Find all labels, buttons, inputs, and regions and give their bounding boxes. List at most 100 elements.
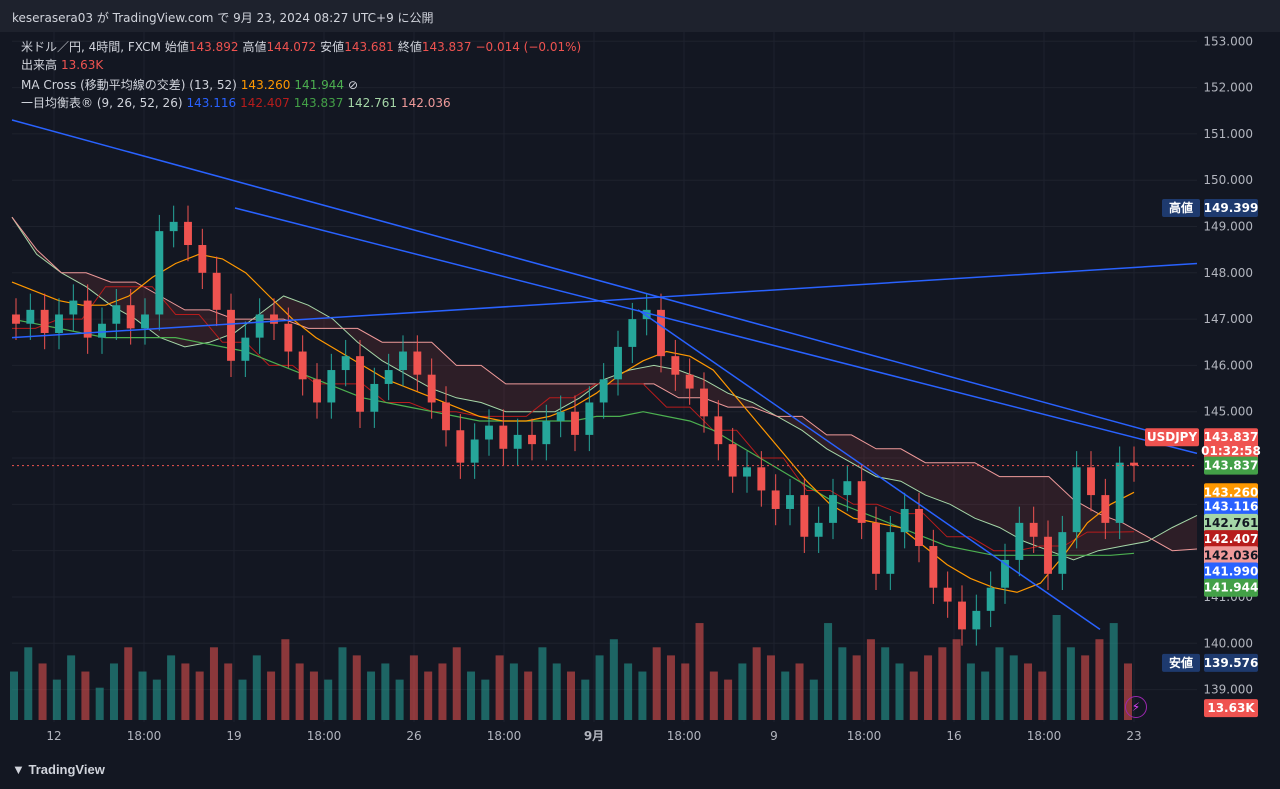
- tradingview-logo[interactable]: ▼ TradingView: [12, 762, 105, 777]
- y-tick-label: 146.000: [1203, 358, 1253, 372]
- countdown-tag: 01:32:58: [1201, 444, 1261, 458]
- volume-bar: [795, 663, 804, 720]
- volume-bar: [609, 639, 618, 720]
- volume-bar: [1066, 647, 1075, 720]
- candle-body: [1058, 532, 1067, 574]
- low-label-tag: 安値: [1169, 655, 1193, 670]
- candle-body: [671, 356, 680, 375]
- candle-body: [370, 383, 379, 412]
- candle-body: [972, 610, 981, 630]
- volume-bar: [267, 671, 276, 720]
- x-tick-label: 12: [46, 729, 61, 743]
- volume-bar: [295, 663, 304, 720]
- trendlines: [11, 119, 1198, 630]
- volume-bar: [224, 663, 233, 720]
- volume-bar: [595, 655, 604, 720]
- legend-ichimoku[interactable]: 一目均衡表® (9, 26, 52, 26) 143.116 142.407 143.…: [21, 94, 455, 111]
- x-tick-label: 18:00: [667, 729, 702, 743]
- grid: [12, 32, 1197, 722]
- volume-bar: [409, 655, 418, 720]
- lightning-icon[interactable]: ⚡: [1125, 696, 1147, 718]
- candle-body: [757, 467, 766, 491]
- volume-bar: [81, 671, 90, 720]
- ma-slow-line: [11, 318, 1135, 556]
- legend-high-label: 高値: [242, 40, 267, 54]
- volume-bar: [352, 655, 361, 720]
- volume-bar: [109, 663, 118, 720]
- legend-ma-cross[interactable]: MA Cross (移動平均線の交差) (13, 52) 143.260 141.9…: [21, 76, 362, 93]
- legend-low: 143.681: [344, 40, 394, 54]
- candle-body: [270, 314, 278, 324]
- candle-body: [198, 245, 207, 273]
- span-b-tag-box: [1204, 546, 1258, 565]
- legend-open: 143.892: [188, 40, 239, 54]
- candle-body: [986, 587, 995, 611]
- y-tick-label: 150.000: [1203, 173, 1253, 187]
- candle-body: [499, 425, 508, 449]
- eye-off-icon[interactable]: ⊘: [348, 78, 359, 92]
- legend-high: 144.072: [266, 40, 317, 54]
- volume-bar: [781, 671, 790, 720]
- volume-bar: [752, 647, 761, 720]
- candle-body: [313, 379, 321, 403]
- volume-bar: [909, 671, 918, 720]
- candle-body: [915, 508, 923, 547]
- volume-bar: [1124, 663, 1132, 720]
- volume-bar: [824, 623, 833, 720]
- legend-close-label: 終値: [397, 40, 422, 54]
- candle-body: [614, 346, 622, 380]
- volume-bar: [509, 663, 518, 720]
- chikou-tag-box: [1204, 456, 1258, 475]
- candles: [12, 205, 1138, 646]
- candle-body: [1087, 467, 1095, 496]
- kijun-tag: 142.407: [1204, 532, 1259, 546]
- candle-body: [900, 508, 909, 533]
- legend-close: 143.837: [421, 40, 472, 54]
- candle-body: [1044, 536, 1052, 574]
- volume-bar: [695, 623, 704, 720]
- span-a-line: [11, 216, 1198, 561]
- high-label-tag: 高値: [1169, 200, 1193, 215]
- volume-bar: [381, 663, 390, 720]
- last-price-tag-box: [1204, 428, 1258, 447]
- candle-body: [1130, 462, 1138, 466]
- x-tick-label: 16: [946, 729, 961, 743]
- y-tick-label: 139.000: [1203, 683, 1253, 697]
- candle-body: [26, 309, 35, 324]
- volume-bar: [1095, 639, 1104, 720]
- legend-volume[interactable]: 出来高 13.63K: [21, 56, 107, 73]
- legend-ohlc[interactable]: 米ドル／円, 4時間, FXCM 始値143.892 高値144.072 安値143.…: [21, 38, 585, 55]
- candle-body: [657, 309, 665, 357]
- time-axis: 12 18:00 19 18:00 26 18:00 9月 18:00 9 18:00 16 18:0…: [46, 729, 1141, 743]
- candle-body: [800, 495, 809, 537]
- volume-bar: [966, 663, 975, 720]
- volume-bar: [167, 655, 176, 720]
- y-tick-label: 149.000: [1203, 219, 1253, 233]
- candle-body: [929, 546, 938, 588]
- candle-body: [513, 434, 522, 449]
- volume-bar: [338, 647, 347, 720]
- candle-body: [958, 601, 966, 630]
- volume-bar: [24, 647, 33, 720]
- candle-body: [814, 522, 823, 537]
- y-tick-label: 145.000: [1203, 405, 1253, 419]
- y-tick-label: 140.000: [1203, 636, 1253, 650]
- ma-extra-tag-box: [1204, 562, 1258, 581]
- candle-body: [628, 319, 637, 347]
- candle-body: [227, 309, 235, 361]
- candle-body: [341, 356, 350, 371]
- publish-header: keserasera03 が TradingView.com で 9月 23, …: [0, 0, 1280, 32]
- candle-body: [184, 221, 192, 246]
- volume-bar: [238, 679, 247, 720]
- volume-bar: [1081, 655, 1090, 720]
- volume-bar: [581, 679, 590, 720]
- x-tick-label: 18:00: [1027, 729, 1062, 743]
- volume-bar: [681, 663, 690, 720]
- volume-bar: [481, 679, 490, 720]
- publish-title: keserasera03 が TradingView.com で 9月 23, …: [12, 11, 434, 25]
- legend-ichimoku-label: 一目均衡表® (9, 26, 52, 26): [21, 96, 183, 110]
- candle-body: [356, 356, 364, 412]
- volume-bar: [1038, 671, 1047, 720]
- volume-bar: [995, 647, 1004, 720]
